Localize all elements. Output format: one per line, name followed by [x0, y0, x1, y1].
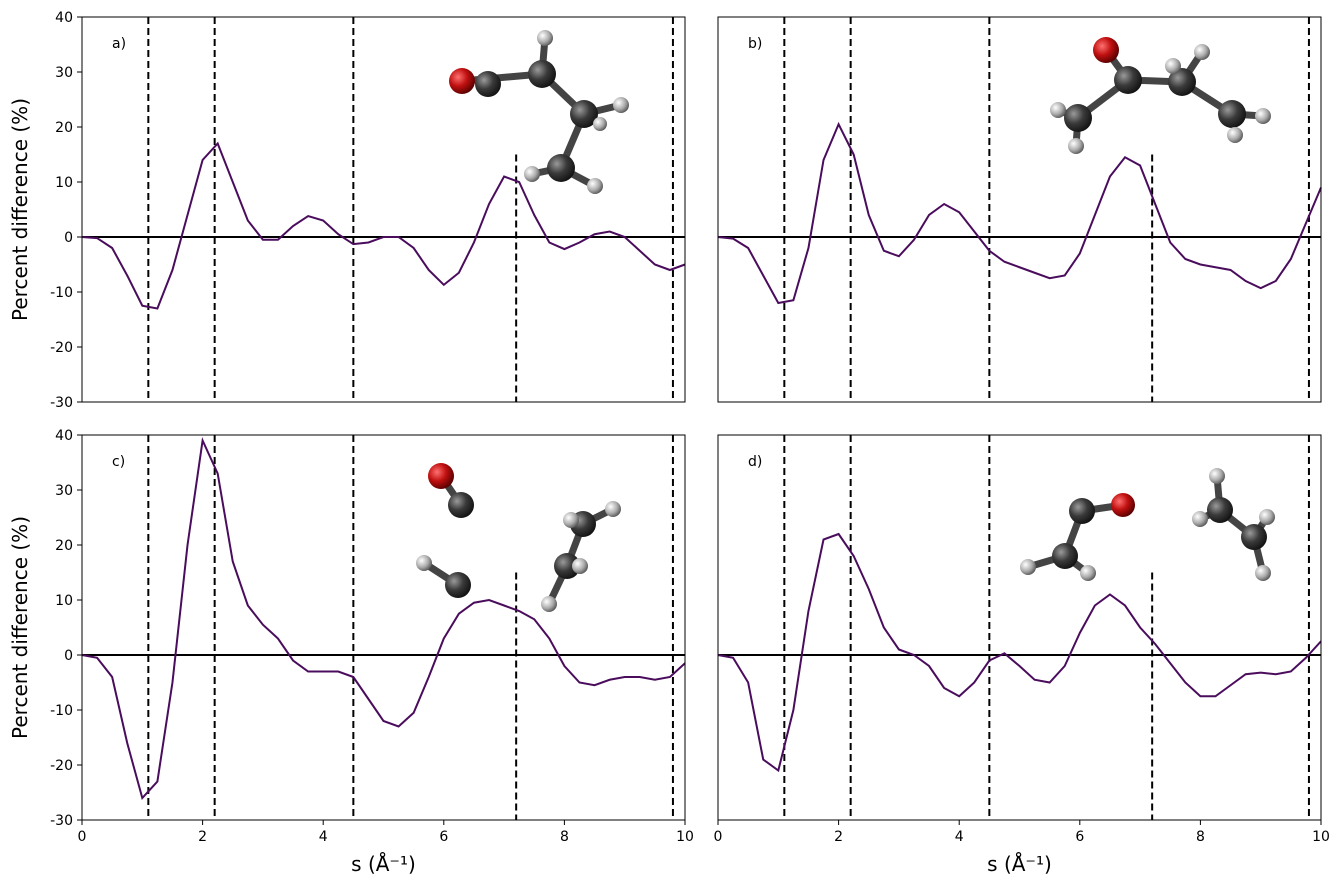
x-tick-label: 8: [1196, 829, 1205, 845]
y-tick-label: 30: [55, 65, 73, 81]
x-tick-label: 0: [78, 829, 87, 845]
x-tick-label: 10: [676, 829, 694, 845]
panel-label: c): [112, 454, 125, 470]
panel-label: a): [112, 36, 126, 52]
x-tick-label: 0: [714, 829, 723, 845]
y-tick-label: 40: [55, 10, 73, 26]
panel: -30 -20 -10 0 10 20 30 40 0 2 4 6 8 10 c) Percent diffe…: [8, 428, 694, 876]
y-tick-label: 20: [55, 538, 73, 554]
x-tick-label: 6: [439, 829, 448, 845]
y-tick-label: -30: [50, 813, 73, 829]
data-line: [718, 534, 1321, 771]
y-axis-label: Percent difference (%): [8, 98, 32, 321]
data-line: [82, 144, 685, 309]
plot-frame: [718, 17, 1321, 402]
panel: -30 -20 -10 0 10 20 30 40 a) Percent difference (…: [8, 10, 685, 411]
y-tick-label: -10: [50, 285, 73, 301]
molecule-a: [449, 30, 629, 194]
x-tick-label: 6: [1075, 829, 1084, 845]
y-tick-label: 20: [55, 120, 73, 136]
y-tick-label: -10: [50, 703, 73, 719]
y-tick-label: 10: [55, 175, 73, 191]
y-tick-label: 30: [55, 483, 73, 499]
x-tick-label: 4: [319, 829, 328, 845]
data-line: [82, 441, 685, 799]
y-tick-label: 10: [55, 593, 73, 609]
x-tick-label: 2: [198, 829, 207, 845]
y-tick-label: -20: [50, 340, 73, 356]
x-tick-label: 2: [834, 829, 843, 845]
y-tick-label: 0: [64, 230, 73, 246]
panel: b): [718, 17, 1321, 402]
data-line: [718, 124, 1321, 303]
molecule-c: [416, 463, 621, 612]
plot-frame: [82, 17, 685, 402]
molecule-b: [1050, 37, 1271, 154]
panel-label: d): [748, 454, 762, 470]
molecule-d: [1020, 468, 1275, 581]
y-axis-label: Percent difference (%): [8, 516, 32, 739]
plot-frame: [82, 435, 685, 820]
y-tick-label: -20: [50, 758, 73, 774]
y-tick-label: 40: [55, 428, 73, 444]
x-tick-label: 4: [955, 829, 964, 845]
panel: 0 2 4 6 8 10 d) s (Å⁻¹): [714, 435, 1330, 876]
x-tick-label: 8: [560, 829, 569, 845]
x-tick-label: 10: [1312, 829, 1330, 845]
x-axis-label: s (Å⁻¹): [351, 852, 416, 876]
y-tick-label: 0: [64, 648, 73, 664]
figure: -30-20-10010203040a)Percent difference (…: [0, 0, 1331, 876]
panel-label: b): [748, 36, 762, 52]
molecule-illustrations: [416, 30, 1275, 612]
plot-frame: [718, 435, 1321, 820]
x-axis-label: s (Å⁻¹): [987, 852, 1052, 876]
y-tick-label: -30: [50, 395, 73, 411]
